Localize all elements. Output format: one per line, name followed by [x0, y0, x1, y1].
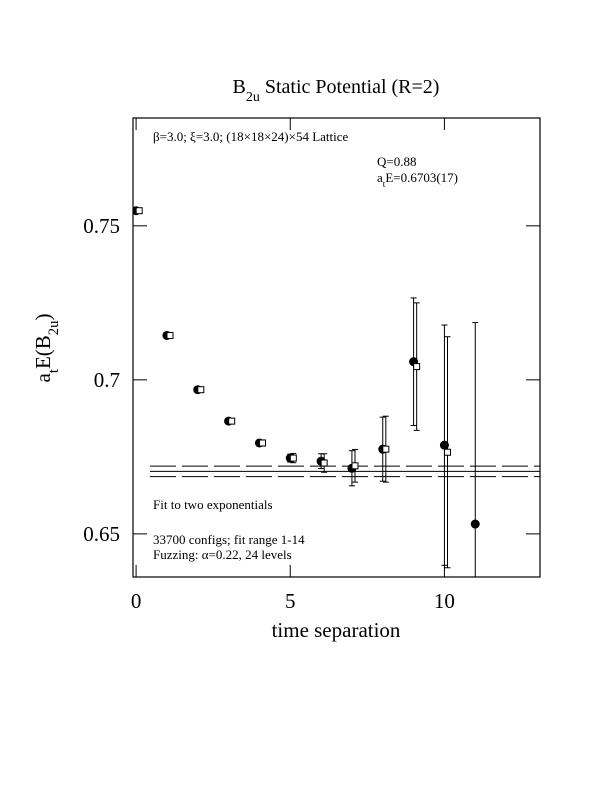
- point: [382, 445, 390, 453]
- annotation-part: 33700 configs; fit range 1-14: [153, 532, 305, 547]
- annotation: Q=0.88: [377, 154, 416, 169]
- y-axis-label-part: ): [31, 314, 55, 321]
- chart-title: B2u Static Potential (R=2): [233, 76, 440, 105]
- x-tick-label: 0: [131, 589, 142, 613]
- point: [444, 448, 451, 456]
- y-tick-label: 0.75: [83, 214, 120, 238]
- annotation: Fuzzing: α=0.22, 24 levels: [153, 547, 292, 562]
- y-axis-label: atE(B2u): [31, 314, 62, 383]
- plot-area: [133, 206, 540, 577]
- y-axis-label-part: E(B: [31, 335, 55, 369]
- y-axis-label-part: a: [31, 372, 55, 382]
- chart-title-part: Static Potential (R=2): [260, 76, 440, 98]
- point: [228, 417, 236, 425]
- annotation: β=3.0; ξ=3.0; (18×18×24)×54 Lattice: [153, 129, 349, 144]
- chart-title-sub: 2u: [246, 90, 260, 105]
- point: [259, 439, 266, 447]
- annotation-part: Fuzzing: α=0.22, 24 levels: [153, 547, 292, 562]
- x-tick-label: 5: [285, 589, 296, 613]
- point: [439, 440, 449, 450]
- x-axis-label: time separation: [272, 618, 401, 642]
- point: [470, 519, 480, 529]
- point: [320, 459, 328, 467]
- point: [135, 207, 143, 215]
- point: [197, 386, 205, 394]
- annotation-part: β=3.0; ξ=3.0; (18×18×24)×54 Lattice: [153, 129, 349, 144]
- x-tick-label: 10: [434, 589, 455, 613]
- y-axis-label-sub: 2u: [46, 320, 62, 335]
- annotation-sub: t: [383, 179, 386, 189]
- point: [351, 462, 359, 470]
- annotation-part: E=0.6703(17): [385, 170, 458, 185]
- plot-frame: [132, 117, 541, 578]
- point: [289, 454, 297, 462]
- annotation: 33700 configs; fit range 1-14: [153, 532, 305, 547]
- chart-title-part: B: [233, 76, 246, 98]
- annotation-part: a: [377, 170, 383, 185]
- annotation: atE=0.6703(17): [377, 170, 458, 189]
- annotation: Fit to two exponentials: [153, 497, 273, 512]
- y-tick-label: 0.7: [94, 368, 120, 392]
- y-axis-label-sub: t: [46, 369, 62, 373]
- annotation-part: Q=0.88: [377, 154, 416, 169]
- annotation-part: Fit to two exponentials: [153, 497, 273, 512]
- y-tick-label: 0.65: [83, 522, 120, 546]
- point: [413, 363, 421, 371]
- point: [166, 331, 174, 339]
